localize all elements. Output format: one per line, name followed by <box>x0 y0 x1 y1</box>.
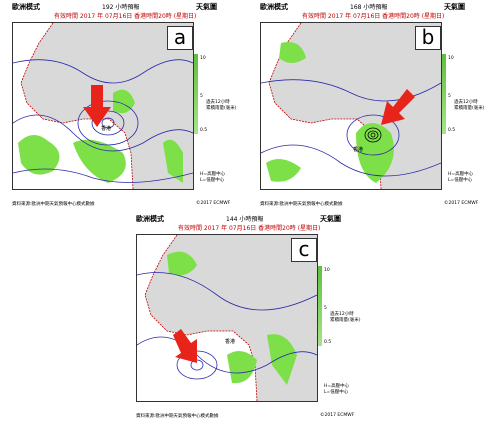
panel-b: 歐洲模式 168 小時預報 天氣圖 有效時間 2017 年 07月16日 香港時… <box>258 4 490 214</box>
model-name: 歐洲模式 <box>136 215 164 223</box>
valid-time: 有效時間 2017 年 07月16日 香港時間20時 (星期日) <box>302 13 445 20</box>
scale-tick: 10 <box>200 56 206 61</box>
legend: H=高壓中心 L=低壓中心 <box>200 172 226 183</box>
valid-time: 有效時間 2017 年 07月16日 香港時間20時 (星期日) <box>178 225 321 232</box>
scale-tick: 5 <box>448 94 451 99</box>
scale-tick: 5 <box>324 306 327 311</box>
rain-note: 過去12小時 累積雨量(毫米) <box>454 100 485 111</box>
scale-tick: 10 <box>324 268 330 273</box>
weather-map-b: 香港 <box>260 22 442 190</box>
legend: H=高壓中心 L=低壓中心 <box>448 172 474 183</box>
hk-label: 香港 <box>101 125 111 132</box>
rain-scale-bar <box>442 54 446 134</box>
chart-title: 天氣圖 <box>444 3 465 11</box>
legend: H=高壓中心 L=低壓中心 <box>324 384 350 395</box>
hk-label: 香港 <box>225 338 235 345</box>
hk-label: 香港 <box>353 146 363 153</box>
panel-letter: a <box>167 26 193 50</box>
credit-left: 資料來源:歐洲中期天氣預報中心模式數據 <box>260 202 343 207</box>
weather-map-a: 香港 <box>12 22 194 190</box>
chart-title: 天氣圖 <box>320 215 341 223</box>
panel-a: 歐洲模式 192 小時預報 天氣圖 有效時間 2017 年 07月16日 香港時… <box>10 4 242 214</box>
forecast-hour: 192 小時預報 <box>102 4 140 11</box>
panel-letter: b <box>415 26 441 50</box>
chart-title: 天氣圖 <box>196 3 217 11</box>
forecast-hour: 144 小時預報 <box>226 216 264 223</box>
forecast-hour: 168 小時預報 <box>350 4 388 11</box>
credit-right: ©2017 ECMWF <box>196 201 231 206</box>
rain-note: 過去12小時 累積雨量(毫米) <box>206 100 237 111</box>
scale-tick: 10 <box>448 56 454 61</box>
credit-right: ©2017 ECMWF <box>444 201 479 206</box>
model-name: 歐洲模式 <box>260 3 288 11</box>
scale-tick: 0.5 <box>448 128 456 133</box>
panel-c: 歐洲模式 144 小時預報 天氣圖 有效時間 2017 年 07月16日 香港時… <box>134 216 366 426</box>
credit-left: 資料來源:歐洲中期天氣預報中心模式數據 <box>12 202 95 207</box>
rain-scale-bar <box>194 54 198 134</box>
weather-map-c: 香港 <box>136 234 318 402</box>
rain-note: 過去12小時 累積雨量(毫米) <box>330 312 361 323</box>
model-name: 歐洲模式 <box>12 3 40 11</box>
panel-letter: c <box>291 238 317 262</box>
valid-time: 有效時間 2017 年 07月16日 香港時間20時 (星期日) <box>54 13 197 20</box>
rain-scale-bar <box>318 266 322 346</box>
credit-right: ©2017 ECMWF <box>320 413 355 418</box>
scale-tick: 0.5 <box>200 128 208 133</box>
credit-left: 資料來源:歐洲中期天氣預報中心模式數據 <box>136 414 219 419</box>
scale-tick: 5 <box>200 94 203 99</box>
scale-tick: 0.5 <box>324 340 332 345</box>
